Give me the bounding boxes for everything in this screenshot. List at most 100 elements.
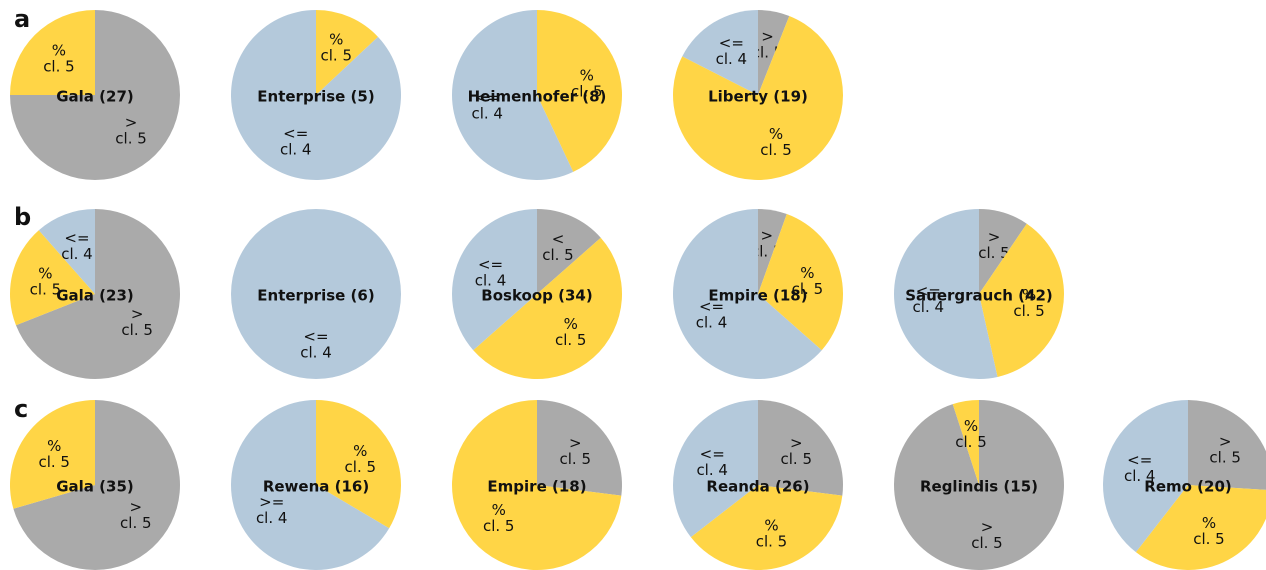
pie-slice <box>758 400 844 496</box>
slice-label: % <box>492 501 506 519</box>
pie-slice <box>673 209 822 379</box>
slice-label: cl. 4 <box>696 313 728 331</box>
slice-label: <= <box>283 124 308 142</box>
slice-label: cl. 5 <box>542 246 574 264</box>
pie-slice <box>758 214 844 351</box>
slice-label: > <box>760 226 773 244</box>
slice-label: % <box>353 442 367 460</box>
slice-label: > <box>129 498 142 516</box>
slice-label: % <box>1202 514 1216 532</box>
slice-label: cl. 4 <box>716 50 748 68</box>
slice-label: cl. 4 <box>61 245 93 263</box>
pie-title: Liberty (19) <box>708 88 808 106</box>
slice-label: cl. 5 <box>792 280 824 298</box>
slice-label: <= <box>303 328 328 346</box>
slice-label: cl. 5 <box>781 450 813 468</box>
pie-slice <box>537 209 601 294</box>
slice-label: cl. 5 <box>120 514 152 532</box>
slice-label: > <box>131 305 144 323</box>
slice-label: > <box>988 228 1001 246</box>
panel-label: a <box>14 5 30 33</box>
pie-title: Sauergrauch (42) <box>905 287 1053 305</box>
slice-label: % <box>52 41 66 59</box>
slice-label: cl. 5 <box>555 331 587 349</box>
slice-label: <= <box>719 34 744 52</box>
slice-label: cl. 4 <box>913 298 945 316</box>
slice-label: % <box>329 31 343 49</box>
pie-slice <box>758 10 790 95</box>
slice-label: <= <box>1127 451 1152 469</box>
panel-label: b <box>14 203 31 231</box>
pie-title: Enterprise (6) <box>257 287 374 305</box>
pie-slice <box>473 237 623 380</box>
pie-slice <box>231 209 401 379</box>
slice-label: cl. 5 <box>483 517 515 535</box>
slice-label: % <box>964 417 978 435</box>
slice-label: cl. 4 <box>696 461 728 479</box>
slice-label: % <box>38 265 52 283</box>
pie-title: Empire (18) <box>487 478 586 496</box>
pie-title: Enterprise (5) <box>257 88 374 106</box>
pie-slice <box>893 209 998 380</box>
slice-label: cl. 5 <box>760 141 792 159</box>
slice-label: <= <box>699 297 724 315</box>
slice-label: % <box>800 264 814 282</box>
slice-label: cl. 5 <box>43 57 75 75</box>
pie-title: Boskoop (34) <box>481 287 592 305</box>
pie-slice <box>673 400 758 538</box>
pie-slice <box>537 10 622 172</box>
slice-label: <= <box>64 229 89 247</box>
pie-slice <box>690 485 843 570</box>
pie-slice <box>38 209 95 294</box>
slice-label: cl. 5 <box>345 458 377 476</box>
pie-slice <box>894 400 1064 570</box>
slice-label: >= <box>259 493 284 511</box>
pie-slice <box>231 10 402 181</box>
pie-title: Empire (18) <box>708 287 807 305</box>
slice-label: cl. 5 <box>121 321 153 339</box>
pie-slice <box>673 15 844 181</box>
pie-slice <box>758 209 787 294</box>
pie-slice <box>979 223 1064 377</box>
slice-label: cl. 5 <box>1193 530 1225 548</box>
slice-label: cl. 5 <box>1013 302 1045 320</box>
slice-label: cl. 5 <box>978 244 1010 262</box>
slice-label: cl. 4 <box>280 140 312 158</box>
slice-label: > <box>981 518 994 536</box>
slice-label: > <box>125 114 138 132</box>
slice-label: > <box>1219 433 1232 451</box>
slice-label: <= <box>475 89 500 107</box>
pie-slice <box>1135 485 1266 570</box>
slice-label: cl. 5 <box>571 82 603 100</box>
slice-label: % <box>47 437 61 455</box>
pie-title: Heimenhofer (8) <box>468 88 607 106</box>
slice-label: cl. 4 <box>475 272 507 290</box>
slice-label: cl. 4 <box>256 509 288 527</box>
pie-title: Remo (20) <box>1144 478 1231 496</box>
slice-label: > <box>569 434 582 452</box>
pie-slice <box>1188 400 1266 490</box>
pie-slice <box>682 10 758 95</box>
slice-label: > <box>790 434 803 452</box>
slice-label: % <box>1022 286 1036 304</box>
slice-label: % <box>564 315 578 333</box>
pie-slice <box>316 400 401 529</box>
slice-label: cl. 5 <box>1209 449 1241 467</box>
slice-label: cl. 4 <box>471 105 503 123</box>
pie-slice <box>13 400 180 570</box>
slice-label: cl. 5 <box>560 450 592 468</box>
slice-label: cl. 5 <box>955 433 987 451</box>
slice-label: < <box>552 230 565 248</box>
slice-label: % <box>769 125 783 143</box>
pie-title: Gala (27) <box>56 88 134 106</box>
pie-slice <box>10 230 96 326</box>
pie-title: Reglindis (15) <box>920 478 1038 496</box>
pie-title: Gala (23) <box>56 287 134 305</box>
pie-slice <box>452 400 622 570</box>
pie-slice <box>451 10 574 180</box>
pie-slice <box>452 209 537 351</box>
pie-slice <box>537 400 622 496</box>
slice-label: cl. 5 <box>30 281 62 299</box>
